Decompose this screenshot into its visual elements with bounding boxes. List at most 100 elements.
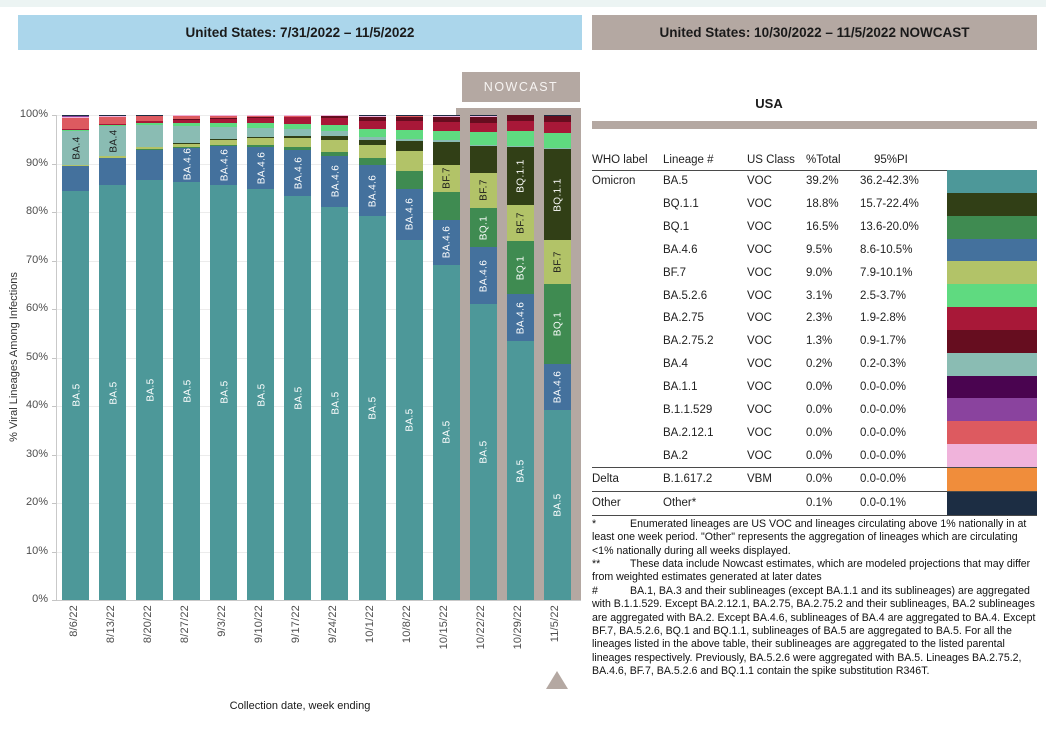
bar-segment-9/17/22-BQ.1[interactable] [284, 147, 312, 150]
bar-segment-11/5/22-BA.5.2.6[interactable] [543, 132, 571, 148]
bar-segment-11/5/22-BA.2.75[interactable] [543, 121, 571, 133]
bar-segment-9/10/22-BF.7[interactable] [247, 138, 275, 146]
bar-segment-10/8/22-BA.4.6[interactable] [395, 188, 423, 240]
bar-segment-9/17/22-BA.5.2.6[interactable] [284, 123, 312, 130]
bar-segment-10/22/22-BA.5.2.6[interactable] [469, 132, 497, 145]
bar-segment-8/6/22-BA.4.6[interactable] [62, 166, 89, 191]
bar-segment-10/8/22-BA.4[interactable] [395, 138, 423, 142]
bar-segment-11/5/22-BA.4.6[interactable] [543, 363, 571, 410]
bar-segment-9/24/22-BA.5.2.6[interactable] [321, 124, 349, 132]
bar-segment-10/1/22-BA.4.6[interactable] [358, 165, 386, 216]
bar-segment-8/13/22-BA.2.12.1[interactable] [99, 116, 127, 125]
bar-segment-9/3/22-BQ.1.1[interactable] [210, 139, 238, 141]
bar-segment-8/13/22-BA.5[interactable] [99, 185, 127, 600]
bar-segment-10/22/22-BA.5[interactable] [469, 303, 497, 600]
bar-segment-8/20/22-BA.4.6[interactable] [136, 149, 164, 181]
bar-segment-8/13/22-BA.5.2.6[interactable] [99, 125, 127, 127]
bar-segment-10/1/22-BA.4[interactable] [358, 136, 386, 141]
bar-segment-10/1/22-BA.2.12.1[interactable] [358, 116, 386, 118]
bar-segment-11/5/22-BF.7[interactable] [543, 240, 571, 284]
bar-segment-10/15/22-BQ.1[interactable] [432, 191, 460, 220]
bar-segment-10/22/22-Other[interactable] [469, 115, 497, 116]
bar-segment-10/29/22-BA.5.2.6[interactable] [506, 131, 534, 146]
bar-segment-8/6/22-BA.4[interactable] [62, 130, 89, 165]
bar-segment-9/10/22-BA.5.2.6[interactable] [247, 123, 275, 128]
bar-segment-9/3/22-BA.4.6[interactable] [210, 146, 238, 185]
bar-segment-9/10/22-BQ.1[interactable] [247, 145, 275, 147]
bar-segment-10/1/22-Other[interactable] [358, 115, 386, 116]
bar-segment-10/8/22-BA.2.12.1[interactable] [395, 115, 423, 117]
bar-segment-9/10/22-BA.5[interactable] [247, 189, 275, 600]
bar-segment-9/17/22-BA.4.6[interactable] [284, 149, 312, 197]
bar-segment-8/13/22-BA.4.6[interactable] [99, 158, 127, 186]
bar-segment-9/17/22-BA.2[interactable] [284, 115, 312, 116]
bar-segment-10/29/22-BA.2.75.2[interactable] [506, 115, 534, 122]
bar-segment-10/8/22-BA.5.2.6[interactable] [395, 129, 423, 139]
bar-segment-9/3/22-BA.2.75[interactable] [210, 118, 238, 124]
bar-segment-8/27/22-BA.2[interactable] [173, 115, 201, 116]
bar-segment-11/5/22-BA.4[interactable] [543, 147, 571, 149]
bar-segment-10/29/22-BQ.1[interactable] [506, 241, 534, 295]
bar-segment-8/13/22-BA.2.75[interactable] [99, 124, 127, 126]
bar-segment-8/20/22-BA.5.2.6[interactable] [136, 123, 164, 125]
bar-segment-8/20/22-BA.5[interactable] [136, 180, 164, 600]
bar-segment-8/6/22-BA.5[interactable] [62, 190, 89, 600]
bar-segment-8/20/22-BA.4[interactable] [136, 124, 164, 147]
bar-segment-10/8/22-BQ.1[interactable] [395, 171, 423, 189]
bar-segment-9/24/22-BA.2.75.2[interactable] [321, 115, 349, 118]
bar-segment-8/20/22-BF.7[interactable] [136, 147, 164, 150]
bar-segment-10/8/22-BA.5[interactable] [395, 239, 423, 600]
bar-segment-8/27/22-BA.5.2.6[interactable] [173, 123, 201, 126]
bar-segment-10/22/22-BQ.1[interactable] [469, 207, 497, 248]
bar-segment-9/3/22-BQ.1[interactable] [210, 145, 238, 147]
bar-segment-9/17/22-BA.2.75.2[interactable] [284, 116, 312, 118]
bar-segment-9/24/22-BQ.1[interactable] [321, 152, 349, 157]
bar-segment-10/1/22-BA.2.75.2[interactable] [358, 117, 386, 122]
bar-segment-9/24/22-BF.7[interactable] [321, 140, 349, 153]
bar-segment-10/22/22-BA.4.6[interactable] [469, 247, 497, 304]
bar-segment-9/17/22-BQ.1.1[interactable] [284, 135, 312, 139]
bar-segment-9/24/22-BA.5[interactable] [321, 206, 349, 600]
bar-segment-8/27/22-BF.7[interactable] [173, 143, 201, 147]
bar-segment-9/24/22-BA.2.75[interactable] [321, 117, 349, 125]
bar-segment-10/15/22-BA.5.2.6[interactable] [432, 131, 460, 140]
bar-segment-10/8/22-BA.2.75.2[interactable] [395, 116, 423, 122]
bar-segment-8/13/22-BA.2[interactable] [99, 115, 127, 117]
bar-segment-8/27/22-BA.2.75[interactable] [173, 119, 201, 124]
bar-segment-10/1/22-BA.5.2.6[interactable] [358, 129, 386, 137]
bar-segment-9/3/22-BA.4[interactable] [210, 126, 238, 140]
bar-segment-9/10/22-BA.2.12.1[interactable] [247, 115, 275, 117]
bar-segment-9/3/22-BA.2[interactable] [210, 115, 238, 116]
bar-segment-10/15/22-BF.7[interactable] [432, 164, 460, 192]
bar-segment-10/22/22-BA.2.75.2[interactable] [469, 116, 497, 123]
bar-segment-8/6/22-BA.2[interactable] [62, 116, 89, 118]
bar-segment-10/15/22-BA.2.75[interactable] [432, 121, 460, 131]
bar-segment-8/6/22-BF.7[interactable] [62, 164, 89, 167]
bar-segment-8/20/22-BA.2.12.1[interactable] [136, 116, 164, 122]
bar-segment-9/17/22-BA.2.75[interactable] [284, 117, 312, 124]
bar-segment-9/10/22-BA.2.75[interactable] [247, 117, 275, 124]
bar-segment-9/10/22-BQ.1.1[interactable] [247, 136, 275, 139]
bar-segment-10/15/22-BA.4.6[interactable] [432, 219, 460, 265]
bar-segment-10/1/22-BF.7[interactable] [358, 145, 386, 158]
bar-segment-10/29/22-BF.7[interactable] [506, 204, 534, 242]
selected-week-triangle[interactable] [546, 671, 568, 689]
bar-segment-10/1/22-BA.5[interactable] [358, 215, 386, 600]
bar-segment-8/27/22-BA.2.12.1[interactable] [173, 115, 201, 120]
bar-segment-10/8/22-BF.7[interactable] [395, 151, 423, 172]
bar-segment-9/3/22-BA.5.2.6[interactable] [210, 123, 238, 127]
bar-segment-11/5/22-BA.5[interactable] [543, 409, 571, 600]
bar-segment-9/24/22-BA.4.6[interactable] [321, 156, 349, 207]
bar-segment-9/24/22-BQ.1.1[interactable] [321, 136, 349, 141]
bar-segment-8/20/22-BA.2[interactable] [136, 115, 164, 117]
bar-segment-8/27/22-BA.5[interactable] [173, 181, 201, 600]
bar-segment-10/8/22-BQ.1.1[interactable] [395, 141, 423, 152]
bar-segment-10/15/22-Other[interactable] [432, 115, 460, 116]
bar-segment-10/8/22-BA.2.75[interactable] [395, 121, 423, 130]
bar-segment-10/29/22-BA.4[interactable] [506, 145, 534, 147]
bar-segment-10/22/22-BA.2.75[interactable] [469, 122, 497, 133]
bar-segment-10/15/22-BQ.1.1[interactable] [432, 141, 460, 165]
bar-segment-9/3/22-BA.2.12.1[interactable] [210, 115, 238, 118]
bar-segment-10/1/22-BQ.1[interactable] [358, 157, 386, 166]
bar-segment-9/17/22-BA.5[interactable] [284, 196, 312, 600]
